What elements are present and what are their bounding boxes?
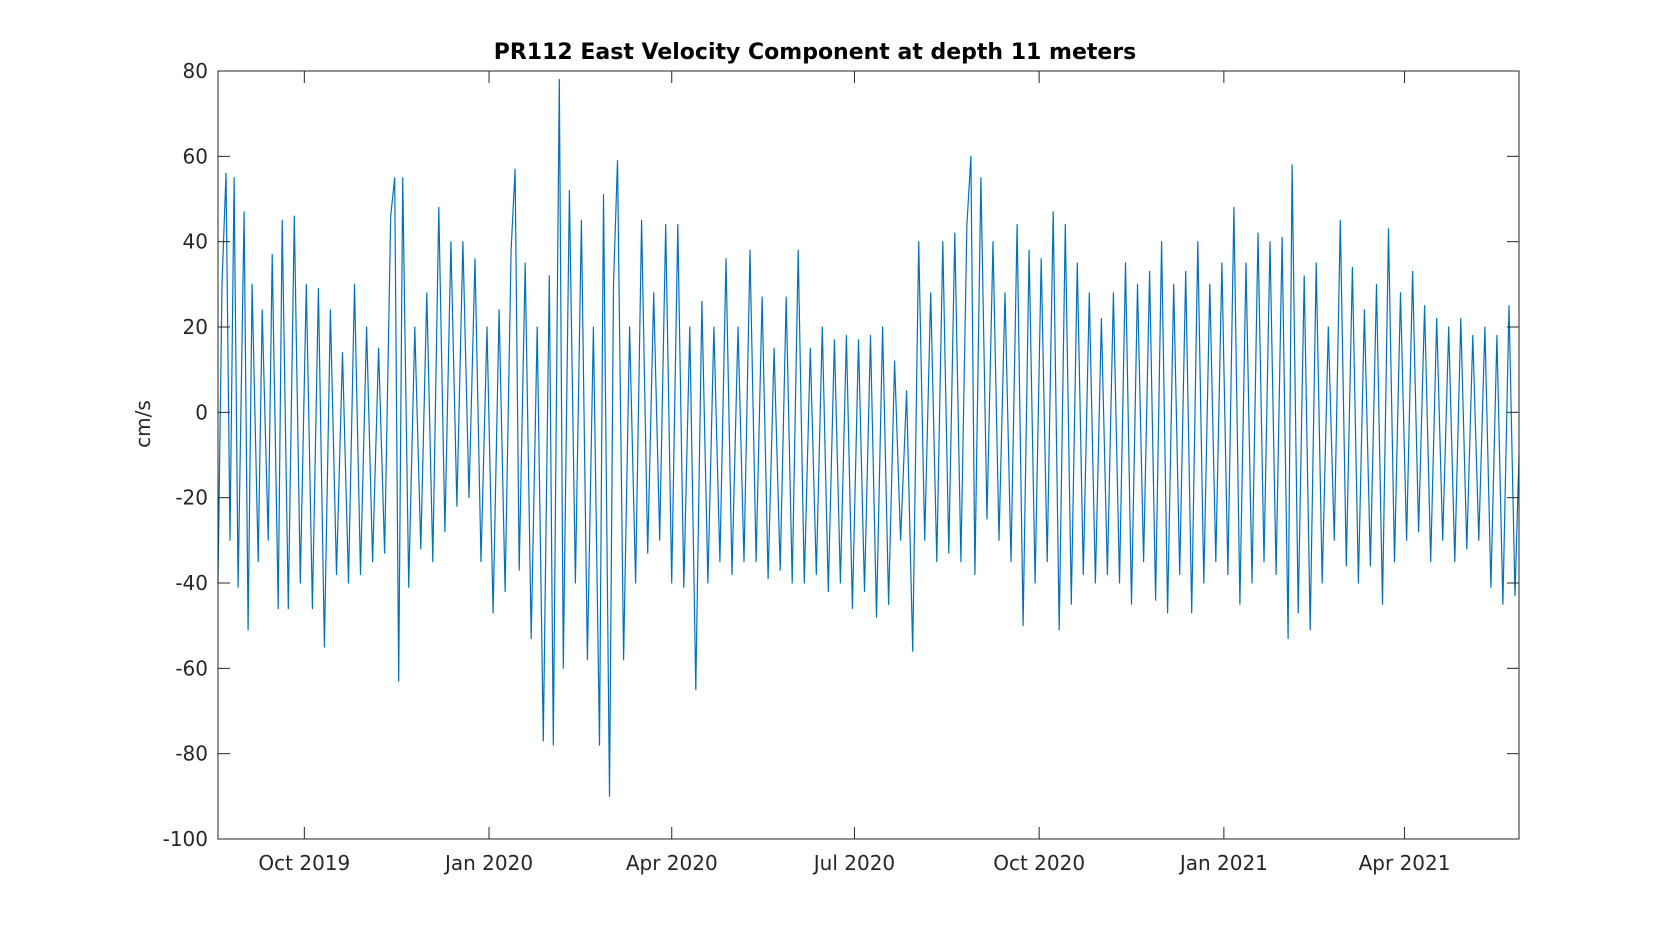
chart-title: PR112 East Velocity Component at depth 1… [494, 40, 1137, 65]
y-tick-label: -60 [175, 656, 208, 680]
series-line [217, 78, 1520, 797]
x-tick-label: Oct 2020 [993, 851, 1085, 875]
y-tick-label: 80 [183, 59, 208, 83]
y-tick-label: 0 [195, 400, 208, 424]
y-axis-label: cm/s [131, 400, 155, 448]
y-tick-label: -40 [175, 571, 208, 595]
x-tick-label: Jan 2021 [1178, 851, 1268, 875]
plot-frame [217, 70, 1520, 840]
x-tick-label: Jan 2020 [443, 851, 533, 875]
y-tick-label: -100 [163, 827, 208, 851]
y-tick-label: 60 [183, 144, 208, 168]
x-tick-label: Oct 2019 [258, 851, 350, 875]
y-tick-label: -20 [175, 486, 208, 510]
x-tick-label: Jul 2020 [812, 851, 895, 875]
plot-area: -100 -80 -60 -40 -20 0 20 40 60 80 Oct 2019 Jan 202… [163, 59, 1520, 875]
x-tick-label: Apr 2021 [1359, 851, 1451, 875]
y-tick-label: -80 [175, 742, 208, 766]
y-tick-label: 20 [183, 315, 208, 339]
y-tick-label: 40 [183, 230, 208, 254]
x-tick-label: Apr 2020 [626, 851, 718, 875]
